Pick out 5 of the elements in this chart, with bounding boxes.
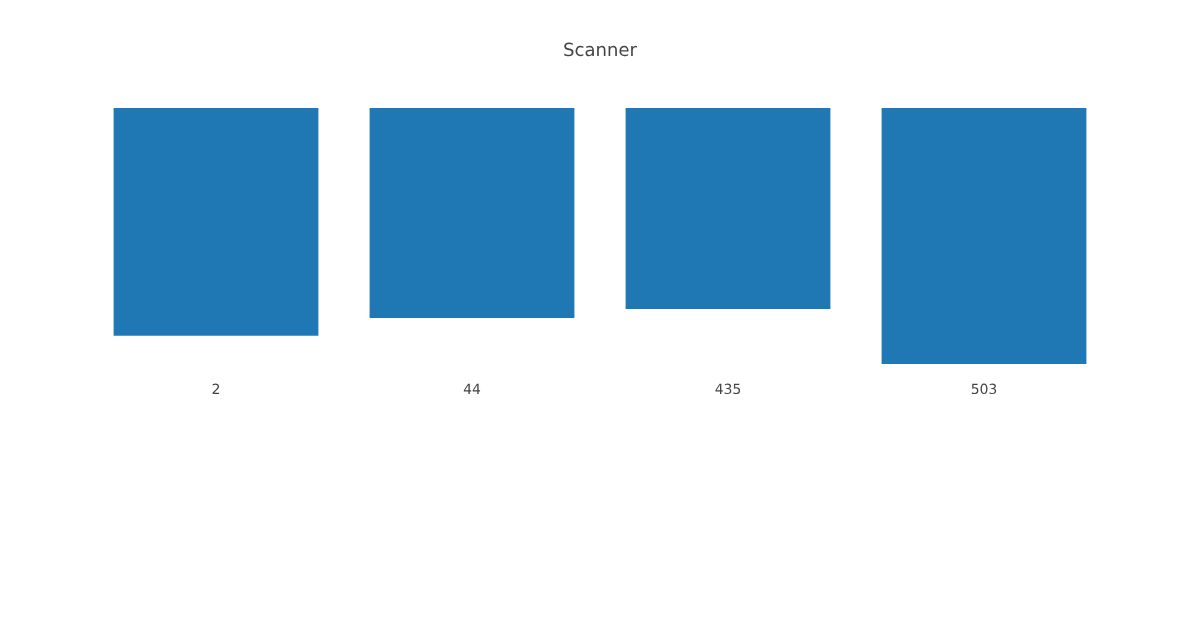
chart-title: Scanner — [564, 42, 637, 57]
x-tick-label: 435 — [715, 383, 741, 395]
x-tick-label: 503 — [971, 383, 997, 395]
x-tick-label: 2 — [212, 383, 220, 394]
x-tick-label: 44 — [463, 383, 481, 394]
